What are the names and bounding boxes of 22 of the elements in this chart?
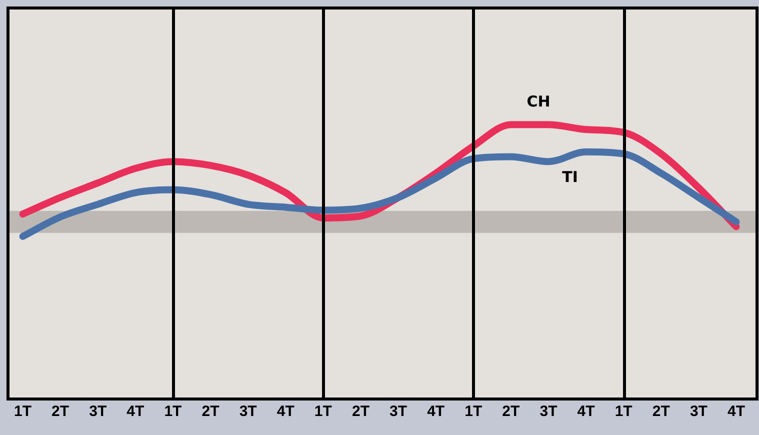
x-tick-label: 2T bbox=[652, 403, 670, 420]
x-tick-label: 4T bbox=[577, 403, 595, 420]
x-tick-label: 4T bbox=[276, 403, 294, 420]
x-tick-label: 4T bbox=[727, 403, 746, 420]
x-tick-label: 1T bbox=[464, 403, 482, 420]
x-tick-label: 2T bbox=[52, 403, 70, 420]
x-tick-label: 3T bbox=[390, 403, 408, 420]
x-tick-label: 1T bbox=[314, 403, 332, 420]
series-label: TI bbox=[562, 168, 578, 186]
x-tick-label: 2T bbox=[502, 403, 520, 420]
x-tick-label: 1T bbox=[14, 403, 32, 420]
x-tick-label: 4T bbox=[126, 403, 144, 420]
x-tick-label: 4T bbox=[427, 403, 445, 420]
x-tick-label: 3T bbox=[540, 403, 558, 420]
x-tick-label: 1T bbox=[164, 403, 182, 420]
x-tick-label: 2T bbox=[202, 403, 220, 420]
x-tick-label: 3T bbox=[239, 403, 257, 420]
x-tick-label: 3T bbox=[89, 403, 107, 420]
x-tick-label: 3T bbox=[690, 403, 708, 420]
x-tick-label: 2T bbox=[352, 403, 370, 420]
series-label: CH bbox=[526, 92, 550, 111]
x-tick-label: 1T bbox=[614, 403, 632, 420]
